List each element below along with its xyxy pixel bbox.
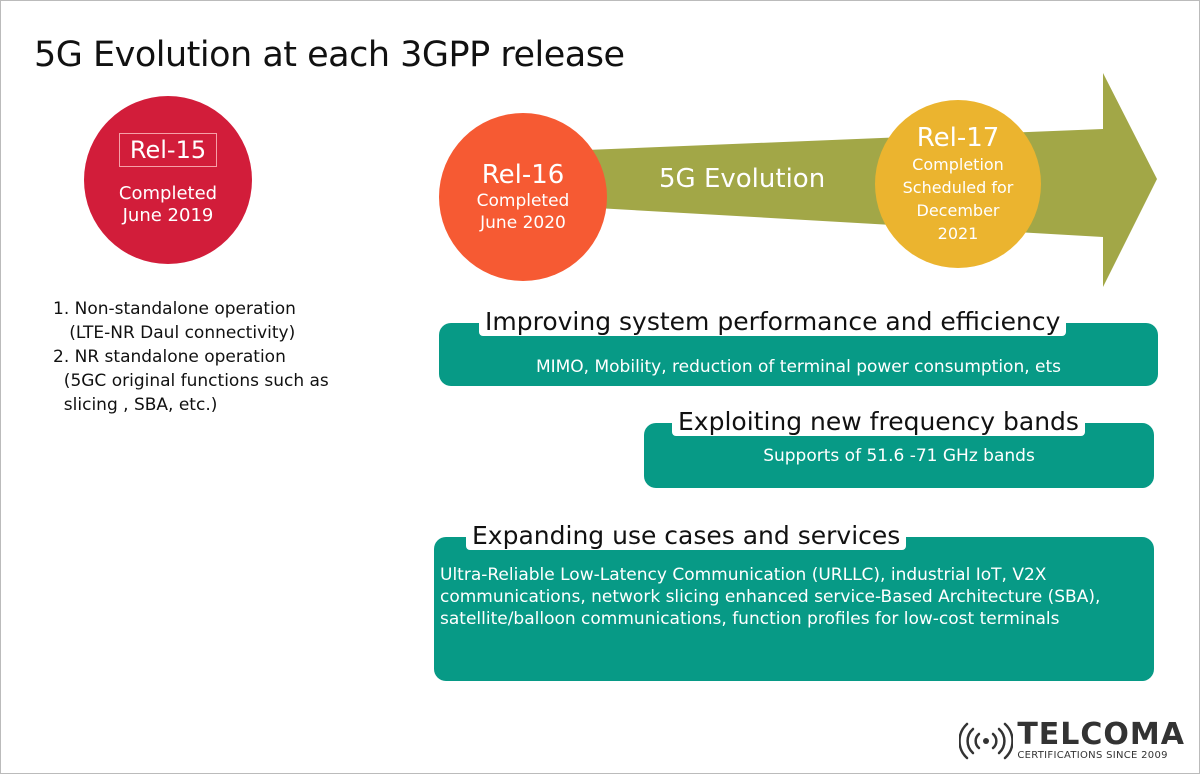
- note-line: (LTE-NR Daul connectivity): [53, 323, 296, 343]
- logo-tagline: CERTIFICATIONS SINCE 2009: [1017, 750, 1168, 761]
- box-title: Exploiting new frequency bands: [672, 407, 1085, 436]
- note-line: 2. NR standalone operation: [53, 347, 286, 367]
- release-status: December: [916, 201, 1000, 220]
- release-15-circle: Rel-15 Completed June 2019: [84, 96, 252, 264]
- note-line: (5GC original functions such as: [53, 371, 329, 391]
- arrow-label: 5G Evolution: [659, 164, 826, 194]
- rel15-notes: 1. Non-standalone operation (LTE-NR Daul…: [53, 297, 329, 417]
- note-line: 1. Non-standalone operation: [53, 299, 296, 319]
- release-17-circle: Rel-17 Completion Scheduled for December…: [875, 100, 1041, 268]
- release-status: June 2019: [122, 205, 214, 226]
- release-16-circle: Rel-16 Completed June 2020: [439, 113, 607, 281]
- release-status: Completed: [118, 183, 218, 204]
- use-cases-box: Expanding use cases and services Ultra-R…: [434, 521, 1154, 681]
- frequency-box: Exploiting new frequency bands Supports …: [644, 407, 1154, 488]
- arrow-shape: [561, 73, 1157, 287]
- box-text: Ultra-Reliable Low-Latency Communication…: [440, 565, 1101, 629]
- page-title: 5G Evolution at each 3GPP release: [34, 35, 625, 75]
- box-text: Supports of 51.6 -71 GHz bands: [763, 446, 1035, 466]
- release-status: Completed: [476, 191, 570, 211]
- box-title: Improving system performance and efficie…: [479, 307, 1067, 336]
- release-status: Scheduled for: [902, 178, 1014, 197]
- wireless-signal-icon: [959, 722, 1014, 759]
- box-title: Expanding use cases and services: [466, 521, 907, 550]
- release-label: Rel-16: [481, 160, 565, 190]
- note-line: slicing , SBA, etc.): [53, 395, 218, 415]
- performance-box: Improving system performance and efficie…: [439, 307, 1158, 386]
- telcoma-logo: TELCOMA CERTIFICATIONS SINCE 2009: [959, 720, 1185, 761]
- logo-name: TELCOMA: [1017, 717, 1185, 752]
- release-status: 2021: [937, 224, 979, 243]
- release-label: Rel-15: [118, 133, 218, 167]
- release-status: June 2020: [480, 213, 566, 233]
- release-label: Rel-17: [916, 123, 1000, 153]
- box-text: MIMO, Mobility, reduction of terminal po…: [535, 357, 1062, 377]
- release-status: Completion: [912, 155, 1004, 174]
